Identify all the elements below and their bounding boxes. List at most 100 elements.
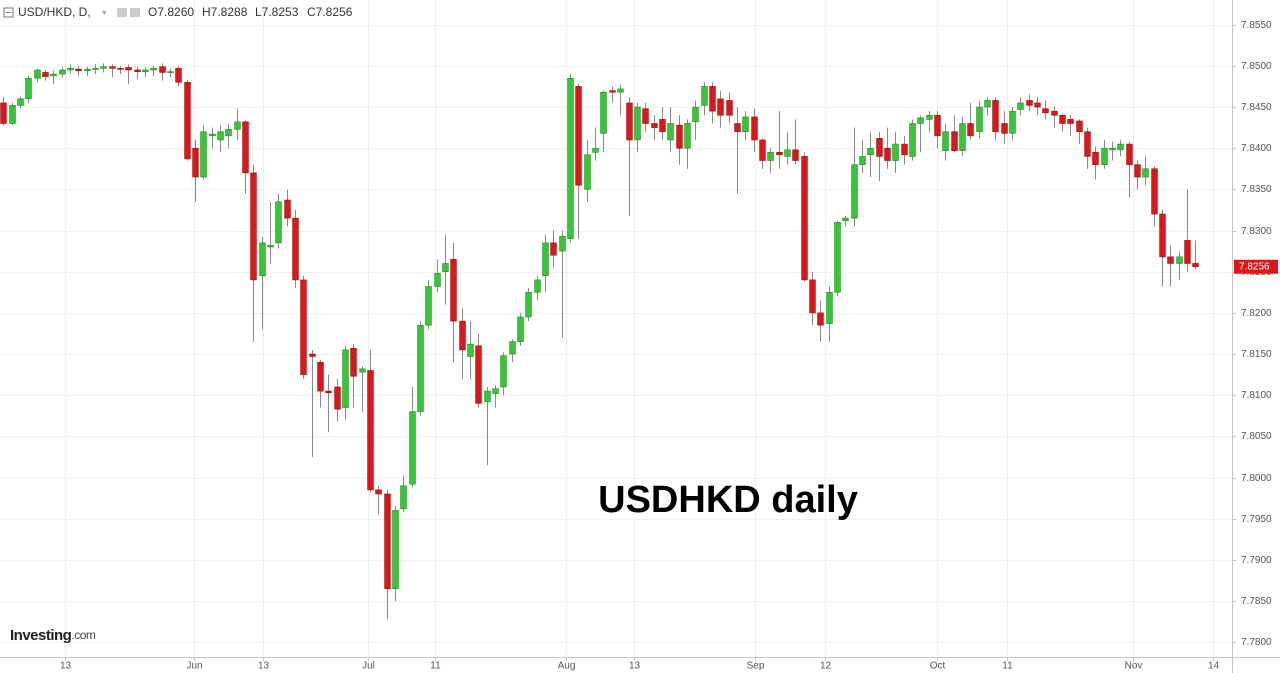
candle-body bbox=[851, 164, 858, 219]
candle-body bbox=[717, 98, 724, 116]
x-tick-label: Sep bbox=[747, 661, 765, 672]
candle-body bbox=[1076, 120, 1083, 133]
candle-body bbox=[134, 69, 141, 72]
candle-body bbox=[626, 102, 633, 141]
candle-body bbox=[759, 139, 766, 161]
candle-body bbox=[909, 123, 916, 157]
candle-body bbox=[175, 68, 182, 83]
candle-body bbox=[1109, 147, 1116, 151]
dropdown-arrow[interactable]: ▾ bbox=[102, 7, 107, 17]
candles bbox=[0, 63, 1199, 620]
candle-body bbox=[384, 493, 391, 589]
candle-body bbox=[67, 68, 74, 71]
collapse-icon[interactable] bbox=[3, 7, 14, 18]
candle-body bbox=[417, 324, 424, 412]
candle-body bbox=[959, 123, 966, 151]
candle-body bbox=[242, 121, 249, 174]
candle-body bbox=[784, 149, 791, 157]
candle-body bbox=[926, 114, 933, 120]
candle-body bbox=[842, 217, 849, 221]
candle-body bbox=[609, 90, 616, 93]
candle-body bbox=[84, 68, 91, 72]
y-tick-label: 7.8200 bbox=[1241, 308, 1272, 319]
settings-icon[interactable] bbox=[117, 8, 127, 17]
x-tick-label: 11 bbox=[1002, 661, 1013, 672]
candle-body bbox=[150, 68, 157, 71]
candle-body bbox=[400, 485, 407, 510]
candle-body bbox=[917, 117, 924, 124]
annotation: USDHKD daily bbox=[598, 479, 858, 521]
candle-body bbox=[984, 100, 991, 108]
candle-body bbox=[1026, 100, 1033, 106]
candle-body bbox=[0, 102, 7, 124]
candle-body bbox=[642, 108, 649, 124]
x-tick-label: 14 bbox=[1208, 661, 1220, 672]
candle-body bbox=[159, 66, 166, 73]
x-tick-label: 13 bbox=[629, 661, 641, 672]
candle-body bbox=[184, 82, 191, 160]
candle-body bbox=[234, 121, 241, 130]
ohlc-low: L7.8253 bbox=[255, 5, 299, 19]
candle-body bbox=[1067, 119, 1074, 124]
candle-body bbox=[701, 86, 708, 106]
candle-body bbox=[275, 201, 282, 244]
candle-body bbox=[442, 263, 449, 272]
candle-body bbox=[692, 106, 699, 123]
candle-body bbox=[192, 147, 199, 178]
candle-body bbox=[667, 123, 674, 141]
candle-body bbox=[1151, 168, 1158, 215]
candle-body bbox=[1084, 131, 1091, 157]
candle-body bbox=[942, 131, 949, 151]
x-tick-label: Jun bbox=[186, 661, 202, 672]
candle-body bbox=[109, 66, 116, 69]
candle-body bbox=[359, 368, 366, 373]
candle-body bbox=[901, 143, 908, 156]
candle-body bbox=[867, 147, 874, 156]
candle-body bbox=[1142, 168, 1149, 178]
ohlc-open: O7.8260 bbox=[148, 5, 194, 19]
candle-body bbox=[1001, 123, 1008, 134]
close-icon[interactable] bbox=[130, 8, 140, 17]
candle-body bbox=[1101, 147, 1108, 165]
y-tick-label: 7.8400 bbox=[1241, 143, 1272, 154]
candle-body bbox=[1059, 114, 1066, 124]
candle-body bbox=[500, 355, 507, 388]
x-tick-label: 11 bbox=[430, 661, 441, 672]
candle-body bbox=[475, 345, 482, 404]
candle-body bbox=[809, 279, 816, 314]
candle-body bbox=[209, 133, 216, 137]
candle-body bbox=[317, 361, 324, 392]
candle-body bbox=[50, 73, 57, 77]
candle-body bbox=[1117, 143, 1124, 151]
candle-body bbox=[801, 156, 808, 281]
candle-body bbox=[534, 279, 541, 293]
candle-body bbox=[550, 242, 557, 256]
candle-body bbox=[292, 217, 299, 281]
candle-body bbox=[1092, 152, 1099, 165]
candle-body bbox=[367, 370, 374, 491]
y-tick-label: 7.7900 bbox=[1241, 555, 1272, 566]
candle-body bbox=[142, 69, 149, 72]
candle-body bbox=[225, 128, 232, 137]
y-tick-label: 7.8350 bbox=[1241, 184, 1272, 195]
y-tick-label: 7.8450 bbox=[1241, 102, 1272, 113]
candle-body bbox=[709, 86, 716, 112]
candle-body bbox=[884, 147, 891, 161]
candle-body bbox=[1034, 102, 1041, 108]
candle-body bbox=[1126, 143, 1133, 165]
candle-body bbox=[325, 390, 332, 394]
logo-main: Investing bbox=[10, 627, 72, 644]
candle-body bbox=[967, 123, 974, 137]
candle-body bbox=[350, 347, 357, 377]
candle-body bbox=[876, 138, 883, 157]
last-price-box bbox=[1234, 259, 1278, 274]
candle-body bbox=[559, 235, 566, 252]
candle-body bbox=[584, 154, 591, 190]
candle-body bbox=[117, 68, 124, 70]
candle-body bbox=[334, 386, 341, 410]
y-tick-label: 7.8500 bbox=[1241, 61, 1272, 72]
candle-body bbox=[92, 68, 99, 70]
y-tick-label: 7.8150 bbox=[1241, 349, 1272, 360]
candle-body bbox=[59, 69, 66, 75]
candle-body bbox=[726, 100, 733, 116]
